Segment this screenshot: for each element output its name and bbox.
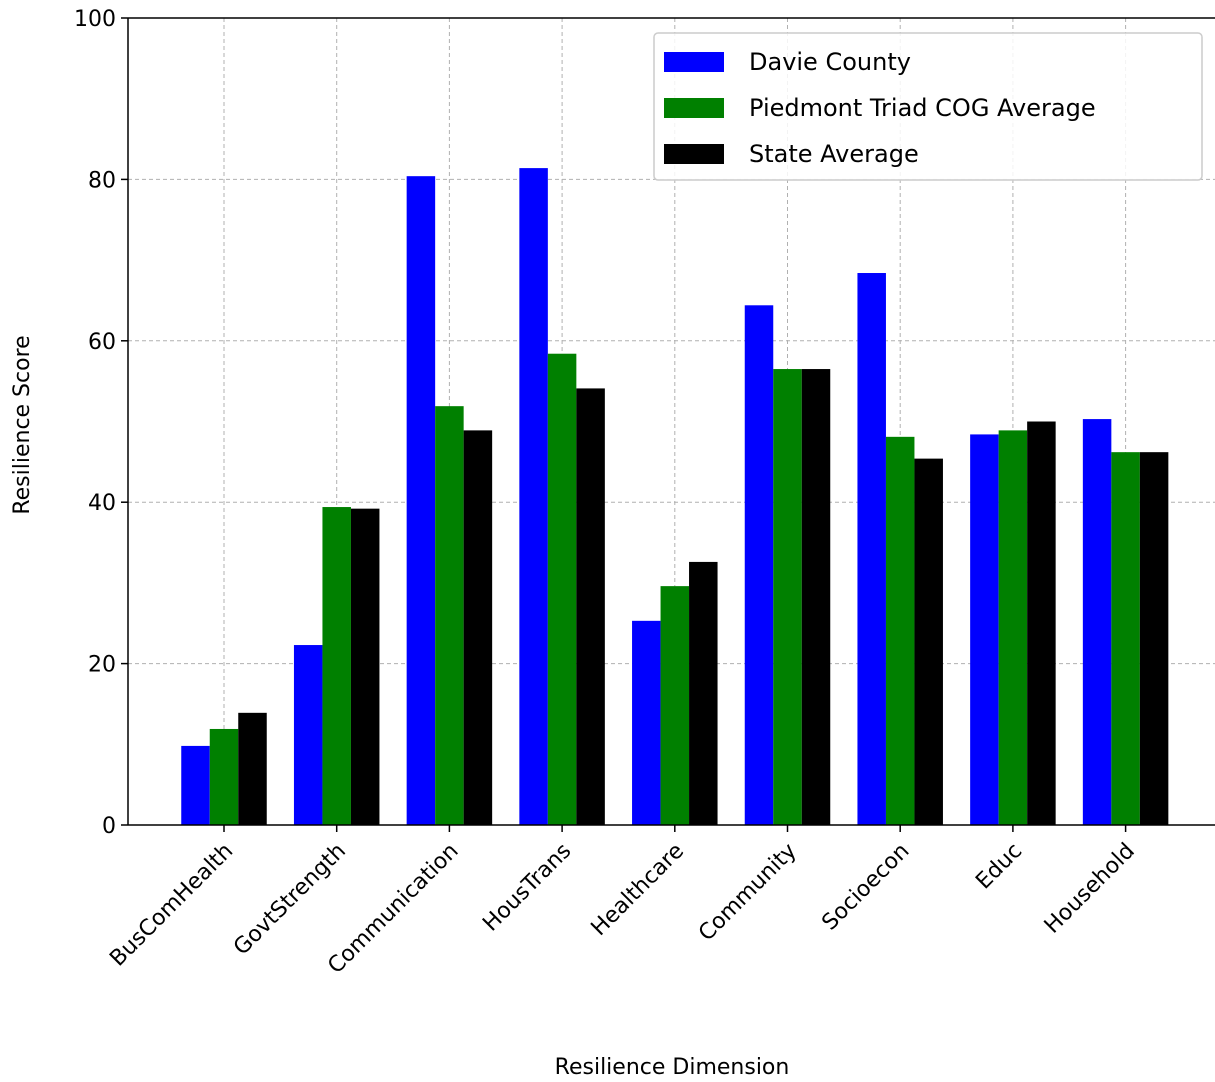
axes bbox=[127, 17, 1215, 826]
bar bbox=[773, 369, 802, 825]
bar bbox=[998, 430, 1028, 825]
bar bbox=[435, 406, 464, 825]
bar bbox=[1027, 421, 1056, 825]
bar bbox=[293, 645, 323, 825]
bar bbox=[547, 353, 577, 825]
legend-label: Davie County bbox=[749, 48, 911, 76]
legend-label: State Average bbox=[749, 140, 919, 168]
y-tick-label: 100 bbox=[74, 7, 116, 32]
bar bbox=[857, 273, 886, 826]
bar bbox=[181, 745, 210, 825]
x-tick-label: Socioecon bbox=[817, 839, 914, 936]
bar bbox=[519, 168, 548, 826]
bar bbox=[970, 434, 999, 825]
bar bbox=[350, 508, 380, 825]
y-axis-title: Resilience Score bbox=[10, 335, 35, 514]
y-tick-label: 80 bbox=[88, 168, 116, 193]
x-tick-label: BusComHealth bbox=[105, 839, 238, 972]
bar bbox=[1082, 419, 1112, 825]
x-tick-label: Healthcare bbox=[587, 839, 689, 941]
legend-label: Piedmont Triad COG Average bbox=[749, 94, 1096, 122]
bar bbox=[209, 728, 239, 825]
bar bbox=[406, 176, 436, 825]
legend-frame bbox=[653, 32, 1203, 181]
y-tick-label: 40 bbox=[88, 491, 116, 516]
y-tick-label: 20 bbox=[88, 653, 116, 678]
bar bbox=[576, 388, 605, 825]
bar bbox=[885, 436, 915, 825]
bar bbox=[463, 430, 493, 825]
bar bbox=[632, 620, 661, 825]
bar bbox=[744, 305, 774, 825]
x-tick-label: HousTrans bbox=[478, 839, 576, 937]
bar bbox=[689, 561, 718, 825]
bar bbox=[322, 507, 351, 825]
legend-swatch bbox=[664, 144, 724, 164]
bar bbox=[1111, 452, 1140, 825]
x-tick-label: Household bbox=[1040, 839, 1140, 939]
x-axis-title: Resilience Dimension bbox=[555, 1055, 790, 1080]
y-ticks: 0 20 40 60 80 100 bbox=[74, 7, 128, 839]
legend-swatch bbox=[664, 52, 724, 72]
bar bbox=[660, 586, 690, 825]
y-tick-label: 60 bbox=[88, 330, 116, 355]
bar bbox=[914, 458, 943, 825]
bar bbox=[1139, 452, 1169, 825]
x-tick-label: Educ bbox=[971, 839, 1027, 895]
bar bbox=[238, 712, 267, 825]
x-tick-label: Community bbox=[694, 839, 802, 947]
y-tick-label: 0 bbox=[102, 814, 116, 839]
bars bbox=[181, 168, 1169, 826]
legend: Davie County Piedmont Triad COG Average St… bbox=[653, 32, 1203, 181]
bar bbox=[801, 369, 831, 825]
legend-swatch bbox=[664, 98, 724, 118]
x-tick-label: GovtStrength bbox=[229, 839, 351, 961]
